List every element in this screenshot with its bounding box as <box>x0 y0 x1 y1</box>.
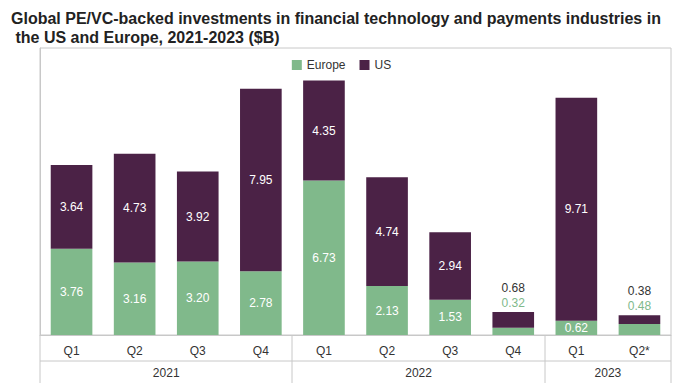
svg-text:Q2: Q2 <box>379 344 395 358</box>
svg-text:1.53: 1.53 <box>438 310 462 324</box>
svg-text:6.73: 6.73 <box>312 251 336 265</box>
svg-text:3.64: 3.64 <box>60 200 84 214</box>
svg-text:the US and Europe, 2021-2023 (: the US and Europe, 2021-2023 ($B) <box>11 29 280 46</box>
svg-text:4.35: 4.35 <box>312 124 336 138</box>
svg-text:0.68: 0.68 <box>502 281 526 295</box>
svg-text:2021: 2021 <box>153 366 180 380</box>
svg-text:0.62: 0.62 <box>565 321 589 335</box>
svg-text:Q2: Q2 <box>127 344 143 358</box>
svg-text:Q1: Q1 <box>64 344 80 358</box>
svg-text:Q3: Q3 <box>442 344 458 358</box>
svg-text:3.20: 3.20 <box>186 291 210 305</box>
svg-text:Q4: Q4 <box>505 344 521 358</box>
svg-text:Q4: Q4 <box>253 344 269 358</box>
svg-text:4.74: 4.74 <box>375 225 399 239</box>
svg-text:4.73: 4.73 <box>123 201 147 215</box>
svg-text:2022: 2022 <box>405 366 432 380</box>
svg-text:Q1: Q1 <box>316 344 332 358</box>
svg-text:3.76: 3.76 <box>60 285 84 299</box>
svg-text:3.16: 3.16 <box>123 292 147 306</box>
svg-text:2.13: 2.13 <box>375 304 399 318</box>
svg-text:Europe: Europe <box>307 58 346 72</box>
svg-text:Global PE/VC-backed investment: Global PE/VC-backed investments in finan… <box>11 10 661 27</box>
svg-text:2.78: 2.78 <box>249 296 273 310</box>
svg-text:2.94: 2.94 <box>438 259 462 273</box>
svg-text:0.38: 0.38 <box>628 284 652 298</box>
svg-text:2023: 2023 <box>595 366 622 380</box>
svg-text:3.92: 3.92 <box>186 210 210 224</box>
svg-text:9.71: 9.71 <box>565 202 589 216</box>
svg-text:0.32: 0.32 <box>502 296 526 310</box>
svg-text:US: US <box>375 58 392 72</box>
svg-text:Q3: Q3 <box>190 344 206 358</box>
svg-text:Q2*: Q2* <box>629 344 650 358</box>
svg-text:Q1: Q1 <box>568 344 584 358</box>
svg-text:0.48: 0.48 <box>628 299 652 313</box>
svg-text:7.95: 7.95 <box>249 173 273 187</box>
